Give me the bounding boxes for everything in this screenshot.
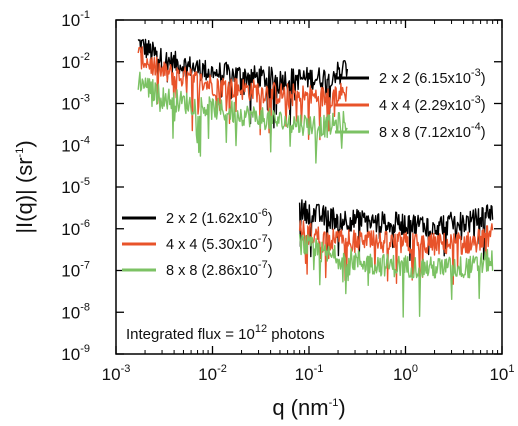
series-line-1 bbox=[137, 46, 348, 146]
y-tick-label: 10-2 bbox=[61, 51, 90, 72]
legend-label: 8 x 8 (7.12x10-4) bbox=[379, 121, 486, 141]
x-tick-label: 10-3 bbox=[102, 363, 131, 384]
legend-label: 8 x 8 (2.86x10-7) bbox=[166, 259, 273, 279]
legend-right: 2 x 2 (6.15x10-3) 4 x 4 (2.29x10-3) 8 x 8 … bbox=[335, 67, 486, 141]
series-line-2 bbox=[137, 71, 348, 164]
plot-frame bbox=[115, 19, 503, 355]
series-line-4 bbox=[298, 220, 494, 285]
legends-group: 2 x 2 (6.15x10-3) 4 x 4 (2.29x10-3) 8 x 8 … bbox=[122, 67, 486, 279]
x-tick-label: 100 bbox=[393, 363, 418, 384]
x-tick-label: 101 bbox=[489, 363, 514, 384]
y-tick-label: 10-9 bbox=[61, 343, 90, 364]
y-tick-label: 10-3 bbox=[61, 93, 90, 114]
legend-left-middle: 2 x 2 (1.62x10-6) 4 x 4 (5.30x10-7) 8 x 8 … bbox=[122, 207, 273, 279]
legend-label: 2 x 2 (1.62x10-6) bbox=[166, 207, 273, 227]
legend-label: 2 x 2 (6.15x10-3) bbox=[379, 67, 486, 87]
series-line-5 bbox=[298, 234, 494, 318]
y-tick-label: 10-7 bbox=[61, 260, 90, 281]
series-line-3 bbox=[298, 199, 494, 262]
x-axis-title: q (nm-1) bbox=[272, 395, 345, 420]
y-tick-label: 10-1 bbox=[61, 9, 90, 30]
annotation-text: Integrated flux = 1012 photons bbox=[126, 323, 325, 343]
series-group bbox=[137, 38, 494, 318]
y-axis-title: |I(q)| (sr-1) bbox=[12, 140, 37, 233]
x-tick-label: 10-1 bbox=[295, 363, 324, 384]
y-tick-label: 10-6 bbox=[61, 218, 90, 239]
x-tick-label: 10-2 bbox=[198, 363, 227, 384]
legend-label: 4 x 4 (5.30x10-7) bbox=[166, 233, 273, 253]
y-tick-label: 10-4 bbox=[61, 134, 90, 155]
legend-label: 4 x 4 (2.29x10-3) bbox=[379, 94, 486, 114]
y-tick-label: 10-5 bbox=[61, 176, 90, 197]
y-tick-label: 10-8 bbox=[61, 301, 90, 322]
